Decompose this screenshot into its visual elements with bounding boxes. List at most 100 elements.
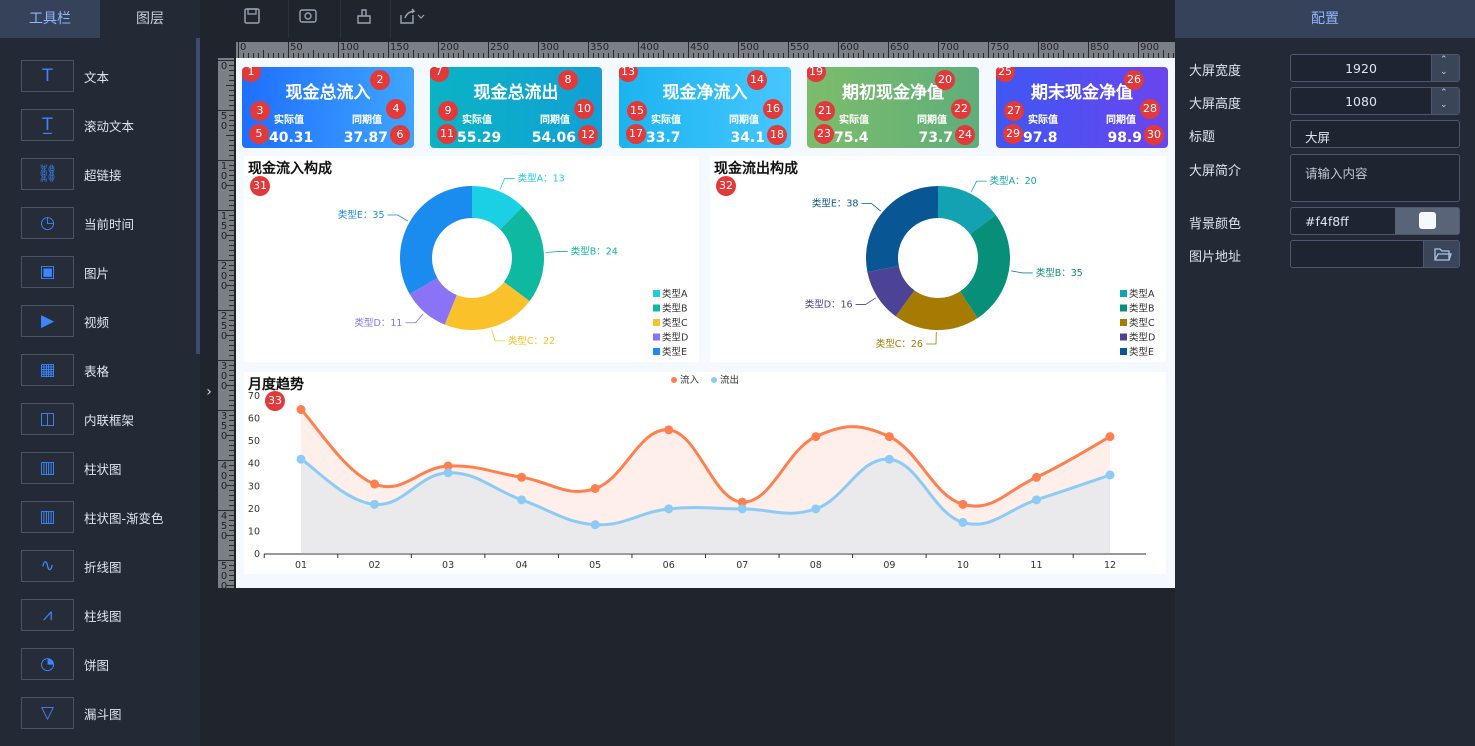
pie-slice[interactable] [867, 265, 915, 317]
tool-item[interactable]: ▥ 柱状图-渐变色 [0, 497, 196, 537]
text-icon[interactable]: T [21, 60, 74, 92]
tool-item[interactable]: ▦ 表格 [0, 350, 196, 390]
data-point[interactable] [958, 499, 968, 509]
legend-label[interactable]: 类型E [1129, 346, 1154, 358]
chevron-up-icon[interactable]: ⌃ [1440, 88, 1448, 98]
tool-item[interactable]: ◔ 饼图 [0, 644, 196, 684]
link-icon[interactable]: ⛓ [21, 158, 74, 190]
kpi-card[interactable]: 期初现金净值 实际值 同期值 75.4 73.7 19 20 21 22 23 24 [807, 67, 979, 148]
tool-item[interactable]: ▶ 视频 [0, 301, 196, 341]
pie-slice[interactable] [472, 186, 523, 230]
table-icon[interactable]: ▦ [21, 354, 74, 386]
pie-slice[interactable] [866, 186, 938, 273]
stepper[interactable]: ⌃ ⌄ [1431, 55, 1459, 81]
data-point[interactable] [517, 495, 527, 505]
outflow-pie-panel[interactable]: 现金流出构成 32 类型A：20 类型B：35 类型C：26 类型D：16 类型E：38… [710, 156, 1166, 362]
data-point[interactable] [443, 468, 453, 478]
scroll-text-icon[interactable]: T̲ [21, 109, 74, 141]
tool-list-scrollbar[interactable] [196, 38, 200, 354]
bar-chart-icon[interactable]: ▥ [21, 452, 74, 484]
data-point[interactable] [737, 497, 747, 507]
data-point[interactable] [590, 484, 600, 494]
pie-slice[interactable] [895, 290, 978, 330]
kpi-card[interactable]: 现金净流入 实际值 同期值 33.7 34.1 13 14 15 16 17 18 [619, 67, 791, 148]
clear-icon[interactable] [352, 7, 376, 29]
kpi-card[interactable]: 现金总流出 实际值 同期值 55.29 54.06 7 8 9 10 11 12 [430, 67, 602, 148]
funnel-chart-icon[interactable]: ▽ [21, 697, 74, 729]
folder-open-icon[interactable] [1423, 241, 1459, 267]
tab-config[interactable]: 配置 [1175, 0, 1475, 38]
kpi-card[interactable]: 期末现金净值 实际值 同期值 97.8 98.9 25 26 27 28 29 30 [996, 67, 1168, 148]
image-icon[interactable]: ▣ [21, 256, 74, 288]
data-point[interactable] [1031, 472, 1041, 482]
bg-color-input[interactable]: #f4f8ff [1290, 207, 1460, 235]
pie-slice[interactable] [444, 281, 530, 330]
legend-label[interactable]: 类型D [662, 332, 688, 344]
line-chart-icon[interactable]: ∿ [21, 550, 74, 582]
pie-slice[interactable] [938, 186, 996, 235]
data-point[interactable] [370, 479, 380, 489]
legend-label[interactable]: 类型B [1129, 303, 1155, 315]
data-point[interactable] [664, 425, 674, 435]
data-point[interactable] [517, 472, 527, 482]
legend-label[interactable]: 流出 [720, 374, 739, 386]
screen-width-input[interactable]: 1920 ⌃ ⌄ [1290, 54, 1460, 82]
data-point[interactable] [296, 405, 306, 415]
data-point[interactable] [443, 461, 453, 471]
tool-item[interactable]: ▣ 图片 [0, 252, 196, 292]
data-point[interactable] [811, 504, 821, 514]
data-point[interactable] [1105, 470, 1115, 480]
chevron-up-icon[interactable]: ⌃ [1440, 55, 1448, 65]
tool-item[interactable]: ▽ 漏斗图 [0, 693, 196, 733]
gradient-bar-chart-icon[interactable]: ▥ [21, 501, 74, 533]
data-point[interactable] [296, 454, 306, 464]
image-url-input[interactable] [1290, 240, 1460, 268]
tool-item[interactable]: ⩘ 柱线图 [0, 595, 196, 635]
color-swatch[interactable] [1419, 212, 1436, 229]
tab-layers[interactable]: 图层 [136, 11, 164, 27]
collapse-panel-chevron-icon[interactable]: › [206, 384, 212, 400]
color-picker-button[interactable] [1395, 208, 1459, 234]
legend-label[interactable]: 类型A [1129, 288, 1155, 300]
dashboard-screen[interactable]: 现金总流入 实际值 同期值 40.31 37.87 1 2 3 4 5 6 现金总流出 实际值 同期值 55… [236, 58, 1175, 588]
data-point[interactable] [958, 517, 968, 527]
data-point[interactable] [1031, 495, 1041, 505]
kpi-card[interactable]: 现金总流入 实际值 同期值 40.31 37.87 1 2 3 4 5 6 [242, 67, 414, 148]
legend-label[interactable]: 类型C [662, 317, 688, 329]
data-point[interactable] [884, 454, 894, 464]
pie-slice[interactable] [959, 215, 1010, 319]
legend-label[interactable]: 类型A [662, 288, 688, 300]
data-point[interactable] [664, 504, 674, 514]
video-icon[interactable]: ▶ [21, 305, 74, 337]
pie-slice[interactable] [500, 206, 544, 302]
export-icon[interactable] [398, 7, 428, 29]
legend-label[interactable]: 类型E [662, 346, 687, 358]
legend-label[interactable]: 流入 [680, 374, 700, 386]
chevron-down-icon[interactable]: ⌄ [1440, 100, 1448, 110]
legend-label[interactable]: 类型D [1129, 332, 1155, 344]
data-point[interactable] [1105, 432, 1115, 442]
data-point[interactable] [737, 504, 747, 514]
save-icon[interactable] [240, 7, 264, 29]
data-point[interactable] [370, 499, 380, 509]
description-textarea[interactable]: 请输入内容 [1290, 154, 1460, 202]
bar-line-chart-icon[interactable]: ⩘ [21, 599, 74, 631]
tool-item[interactable]: T̲ 滚动文本 [0, 105, 196, 145]
inflow-pie-panel[interactable]: 现金流入构成 31 类型A：13 类型B：24 类型C：22 类型D：11 类型E：35… [244, 156, 699, 362]
legend-label[interactable]: 类型B [662, 303, 688, 315]
pie-chart-icon[interactable]: ◔ [21, 648, 74, 680]
title-input[interactable]: 大屏 [1290, 120, 1460, 148]
tab-toolbar[interactable]: 工具栏 [0, 0, 100, 38]
tool-item[interactable]: ⛓ 超链接 [0, 154, 196, 194]
data-point[interactable] [811, 432, 821, 442]
pie-slice[interactable] [400, 186, 472, 294]
clock-icon[interactable]: ◷ [21, 207, 74, 239]
iframe-icon[interactable]: ◫ [21, 403, 74, 435]
tool-item[interactable]: ◫ 内联框架 [0, 399, 196, 439]
screen-height-input[interactable]: 1080 ⌃ ⌄ [1290, 87, 1460, 115]
data-point[interactable] [590, 520, 600, 530]
tool-item[interactable]: T 文本 [0, 56, 196, 96]
pie-slice[interactable] [409, 278, 457, 325]
tool-item[interactable]: ◷ 当前时间 [0, 203, 196, 243]
tool-item[interactable]: ▥ 柱状图 [0, 448, 196, 488]
